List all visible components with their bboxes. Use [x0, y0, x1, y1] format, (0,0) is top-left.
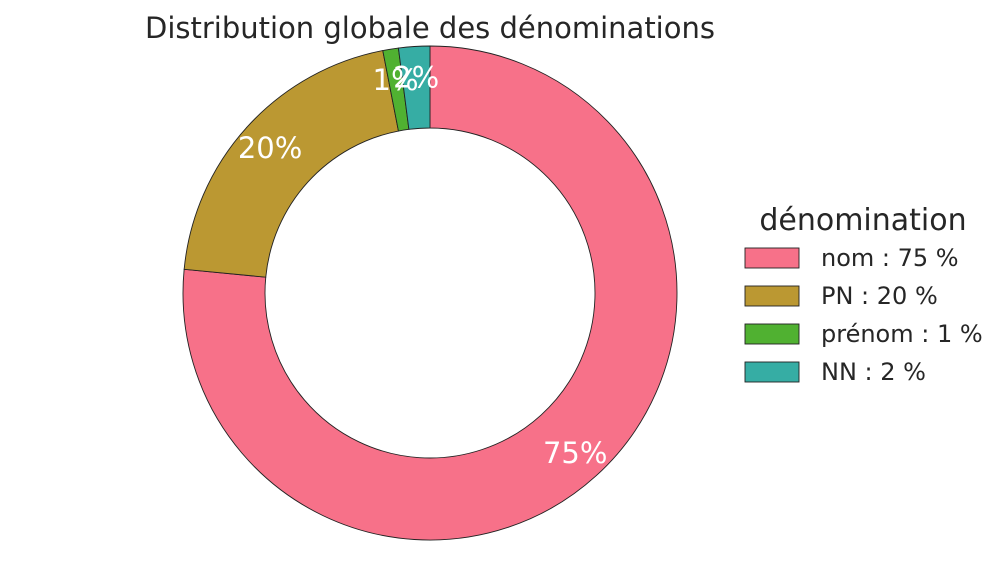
- slice-label-nom: 75%: [543, 436, 607, 470]
- legend-swatch-nom: [744, 247, 800, 269]
- slice-nom: [182, 45, 678, 541]
- legend-title: dénomination: [759, 203, 966, 238]
- legend-items: nom : 75 % PN : 20 % prénom : 1 % NN : 2 %: [744, 244, 983, 386]
- legend-swatch-nn: [744, 361, 800, 383]
- chart-title: Distribution globale des dénominations: [145, 11, 715, 45]
- legend-label-pn: PN : 20 %: [821, 282, 938, 310]
- slice-label-pr-nom: 1%: [373, 63, 419, 97]
- slice-pn: [183, 50, 399, 278]
- legend: dénomination nom : 75 % PN : 20 % prénom :…: [744, 203, 983, 386]
- legend-swatch-pr-nom: [744, 323, 800, 345]
- donut-slices: [182, 45, 678, 541]
- slice-label-pn: 20%: [238, 131, 302, 165]
- slice-nn: [397, 45, 431, 130]
- legend-swatch-pn: [744, 285, 800, 307]
- slice-labels: 75% 20% 1%2%: [238, 60, 608, 469]
- slice-label-nn: 2%: [393, 60, 439, 94]
- legend-label-pr-nom: prénom : 1 %: [821, 320, 983, 348]
- legend-label-nom: nom : 75 %: [821, 244, 959, 272]
- legend-label-nn: NN : 2 %: [821, 358, 926, 386]
